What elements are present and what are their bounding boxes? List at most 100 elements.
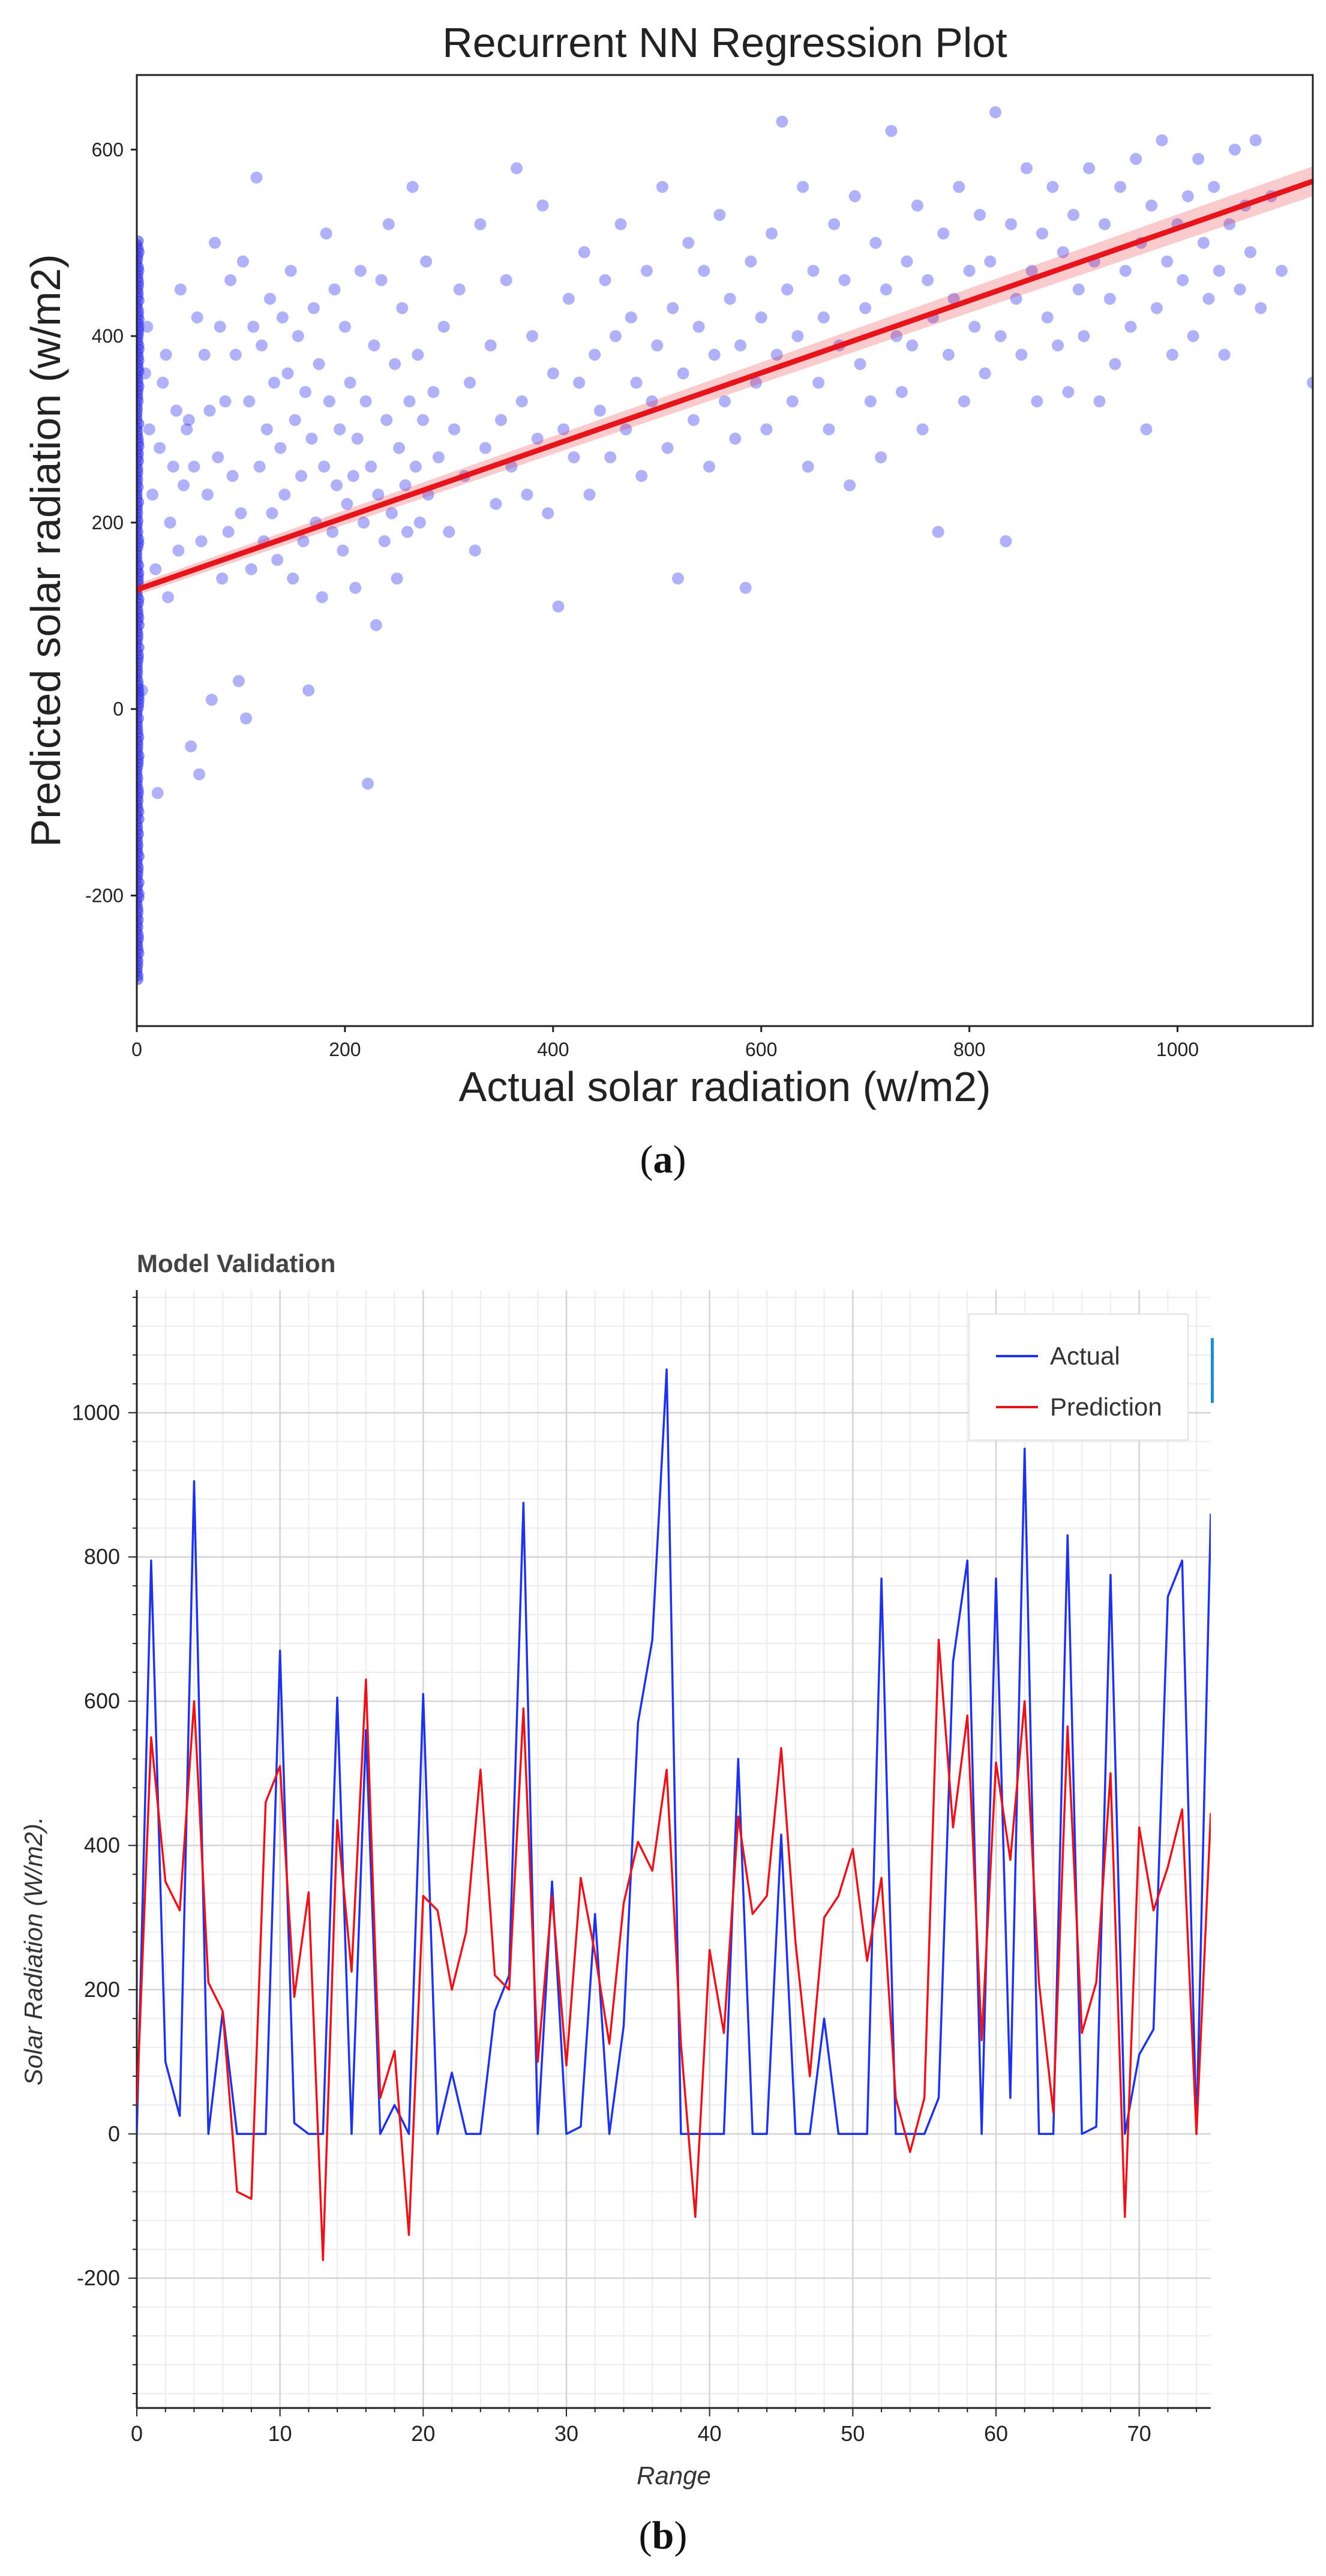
scatter-point (719, 395, 731, 407)
scatter-point (848, 190, 861, 203)
scatter-point (232, 675, 245, 688)
scatter-point (859, 302, 872, 314)
scatter-point (635, 470, 648, 482)
scatter-point (281, 367, 294, 380)
scatter-point (890, 330, 903, 343)
scatter-point (295, 470, 308, 482)
scatter-point (193, 768, 206, 781)
scatter-point (453, 283, 466, 296)
y-tick-label: 800 (84, 1545, 120, 1569)
scatter-point (667, 302, 679, 314)
x-tick-label: 0 (131, 1039, 142, 1060)
scatter-point (807, 265, 820, 277)
scatter-point (341, 497, 353, 510)
scatter-point (323, 395, 335, 407)
scatter-point (1177, 274, 1189, 286)
scatter-point (1249, 134, 1262, 146)
scatter-point (593, 404, 606, 417)
scatter-point (495, 413, 508, 426)
scatter-point (573, 376, 586, 389)
scatter-point (797, 181, 809, 193)
scatter-point (661, 442, 674, 454)
scatter-point (474, 218, 487, 230)
scatter-point (469, 544, 481, 557)
scatter-point (1004, 218, 1017, 230)
series-lines (137, 1368, 1211, 2262)
scatter-point (328, 283, 341, 296)
scatter-point (412, 349, 424, 361)
y-tick-label: 400 (92, 325, 124, 347)
scatter-point (198, 349, 211, 361)
scatter-point (542, 507, 554, 520)
scatter-point (214, 320, 226, 333)
scatter-point (713, 209, 726, 221)
plot-frame (136, 74, 1314, 1027)
panel-label-a: (a) (640, 1138, 686, 1181)
x-tick-label: 30 (554, 2421, 578, 2446)
scatter-point (256, 339, 268, 352)
scatter-point (326, 526, 339, 538)
scatter-point (526, 330, 539, 343)
scatter-point (247, 320, 260, 333)
scatter-point (191, 311, 203, 324)
x-tick-label: 0 (131, 2421, 143, 2446)
scatter-point (838, 274, 851, 286)
scatter-point (268, 376, 280, 389)
scatter-point (1036, 227, 1049, 240)
scatter-point (331, 479, 343, 491)
scatter-point (1021, 162, 1033, 175)
legend-label-actual: Actual (1050, 1342, 1120, 1370)
scatter-point (146, 488, 159, 501)
scatter-point (583, 488, 596, 501)
scatter-point (1083, 162, 1096, 175)
scatter-point (776, 115, 788, 128)
scatter-point (984, 255, 997, 268)
scatter-point (349, 581, 362, 594)
scatter-point (1275, 265, 1288, 277)
scatter-point (260, 423, 273, 436)
scatter-point (406, 181, 419, 193)
scatter-point (500, 274, 512, 286)
scatter-point (937, 227, 950, 240)
scatter-point (347, 470, 359, 482)
scatter-point (307, 302, 320, 314)
scatter-point (143, 423, 155, 436)
x-tick-label: 200 (329, 1039, 361, 1060)
scatter-point (271, 554, 284, 566)
scatter-point (817, 311, 830, 324)
scatter-point (443, 526, 455, 538)
scatter-point (770, 349, 783, 361)
panel-label-b: (b) (638, 2514, 688, 2557)
scatter-point (1010, 292, 1022, 305)
scatter-point (1078, 330, 1090, 343)
y-tick-label: 0 (113, 698, 124, 720)
scatter-point (172, 544, 185, 557)
scatter-point (305, 433, 318, 445)
scatter-point (734, 339, 747, 352)
x-tick-label: 60 (984, 2421, 1008, 2446)
scatter-point (1161, 255, 1174, 268)
scatter-point (802, 460, 814, 473)
scatter-point (781, 283, 794, 296)
scatter-point (521, 488, 533, 501)
scatter-point (484, 339, 497, 352)
scatter-point (151, 787, 164, 799)
scatter-point (953, 181, 965, 193)
scatter-point (703, 460, 715, 473)
scatter-point (1166, 349, 1178, 361)
scatter-point (448, 423, 461, 436)
scatter-point (1181, 190, 1194, 203)
scatter-point (942, 349, 955, 361)
x-tick-label: 40 (698, 2421, 722, 2446)
scatter-point (614, 218, 627, 230)
scatter-point (299, 386, 311, 398)
scatter-point (875, 451, 887, 464)
scatter-point (137, 684, 148, 697)
scatter-point (515, 395, 528, 407)
scatter-point (1145, 199, 1158, 212)
scatter-point (1223, 218, 1236, 230)
scatter-point (1150, 302, 1163, 314)
scatter-point (1119, 265, 1132, 277)
scatter-point (154, 442, 166, 454)
